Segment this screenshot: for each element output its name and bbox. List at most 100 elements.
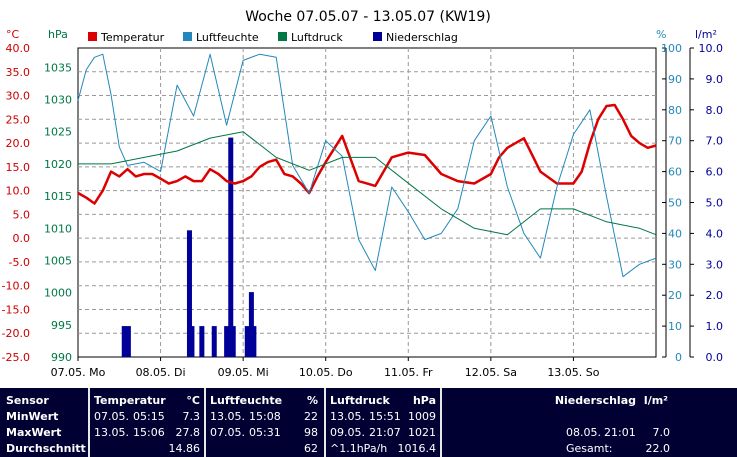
precipitation-bar [230,326,236,357]
plot-area [77,47,657,358]
statistics-panel: Sensor MinWert MaxWert Durchschnitt Temp… [0,388,737,457]
hum-max-value: 98 [304,426,318,439]
temp-tick-label: -10.0 [2,280,30,293]
pres-min-date: 13.05. [330,410,365,423]
temp-tick-label: -5.0 [9,256,30,269]
precipitation-bar [211,326,217,357]
panel-divider [88,388,90,457]
precip-tick-label: 10.0 [699,42,724,55]
legend-swatch-humidity [183,32,192,41]
pressure-tick-label: 990 [51,351,72,364]
hum-max-date: 07.05. [210,426,245,439]
temp-tick-label: 15.0 [6,161,31,174]
humidity-tick-label: 80 [668,104,682,117]
humidity-column: Luftfeuchte% 13.05. 15:08 22 07.05. 05:31 98… [208,388,322,457]
temperature-unit: °C [186,394,200,407]
chart-title: Woche 07.05.07 - 13.05.07 (KW19) [245,9,491,25]
axes: -25.0 -20.0 -15.0 -10.0 -5.0 0.0 5.0 10.0 15.0 20… [2,42,723,364]
humidity-tick-label: 60 [668,166,682,179]
legend-label-temperature: Temperatur [100,31,165,44]
unit-precip: l/m² [695,28,717,41]
x-tick-label: 09.05. Mi [218,366,269,379]
pres-trend: ^1.1hPa/h [330,442,388,455]
precipitation-bar [121,326,127,357]
temp-tick-label: -25.0 [2,351,30,364]
x-tick-label: 07.05. Mo [51,366,106,379]
x-tick-label: 11.05. Fr [384,366,433,379]
temp-tick-label: 5.0 [13,208,31,221]
legend-label-humidity: Luftfeuchte [196,31,259,44]
pres-min-value: 1009 [408,410,436,423]
legend-swatch-temperature [88,32,97,41]
pressure-tick-label: 1020 [44,158,72,171]
x-tick-label: 08.05. Di [136,366,186,379]
hum-max-time: 05:31 [249,426,281,439]
temp-tick-label: 20.0 [6,137,31,150]
temp-max-date: 13.05. [94,426,129,439]
humidity-tick-label: 100 [661,42,682,55]
x-axis-labels: 07.05. Mo 08.05. Di 09.05. Mi 10.05. Do 11.0… [51,357,600,379]
precip-tick-label: 5.0 [706,197,724,210]
temp-max-time: 15:06 [133,426,165,439]
precip-max-value: 7.0 [652,426,671,439]
pres-max-date: 09.05. [330,426,365,439]
pressure-column: Luftdruck hPa 13.05. 15:51 1009 09.05. 21:07… [328,388,440,457]
precip-max-time: 21:01 [604,426,636,439]
row-label-min: MinWert [6,410,59,423]
precip-tick-label: 9.0 [706,73,724,86]
pressure-tick-label: 995 [51,319,72,332]
precipitation-bar [244,326,250,357]
x-tick-label: 10.05. Do [299,366,353,379]
pres-avg-value: 1016.4 [397,442,437,455]
precip-tick-label: 8.0 [706,104,724,117]
temp-tick-label: -20.0 [2,327,30,340]
legend-label-pressure: Luftdruck [291,31,343,44]
grid [78,48,656,357]
pressure-tick-label: 1035 [44,61,72,74]
precipitation-bar [251,326,257,357]
pressure-header: Luftdruck [330,394,390,407]
panel-divider [440,388,442,457]
precipitation-bar [199,326,205,357]
sensor-column: Sensor MinWert MaxWert Durchschnitt [6,388,86,457]
temp-tick-label: 10.0 [6,185,31,198]
precipitation-bars [121,137,257,357]
humidity-header: Luftfeuchte [210,394,283,407]
x-tick-label: 12.05. Sa [465,366,517,379]
pres-min-time: 15:51 [369,410,401,423]
weather-chart: Woche 07.05.07 - 13.05.07 (KW19) °C hPa … [2,9,723,379]
temp-tick-label: 35.0 [6,66,31,79]
pressure-tick-label: 1010 [44,222,72,235]
humidity-tick-label: 10 [668,320,682,333]
unit-pressure: hPa [48,28,68,41]
temperature-column: Temperatur °C 07.05. 05:15 7.3 13.05. 15:06 2… [92,388,204,457]
temp-min-date: 07.05. [94,410,129,423]
precipitation-column: l/m² Niederschlag 08.05. 21:01 7.0 Gesamt: 2… [444,388,674,457]
x-tick-label: 13.05. So [547,366,599,379]
precip-unit: l/m² [643,394,668,407]
humidity-tick-label: 40 [668,227,682,240]
humidity-tick-label: 20 [668,289,682,302]
precipitation-bar [248,292,254,357]
series-line-pressure [78,131,657,236]
precipitation-header: Niederschlag [554,394,636,407]
precip-tick-label: 7.0 [706,135,724,148]
pressure-tick-label: 1025 [44,126,72,139]
humidity-tick-label: 0 [675,351,682,364]
unit-temp: °C [6,28,20,41]
temp-avg-value: 14.86 [168,442,201,455]
temp-min-value: 7.3 [182,410,201,423]
series-line-humidity [77,53,657,278]
temp-tick-label: 40.0 [6,42,31,55]
pres-max-value: 1021 [408,426,436,439]
temperature-header: Temperatur [94,394,166,407]
precip-total-value: 22.0 [645,442,671,455]
precipitation-bar [125,326,131,357]
precip-tick-label: 0.0 [706,351,724,364]
legend-swatch-pressure [278,32,287,41]
precipitation-bar [224,326,230,357]
row-label-max: MaxWert [6,426,62,439]
pressure-tick-label: 1030 [44,94,72,107]
humidity-unit: % [306,394,318,407]
hum-min-value: 22 [304,410,318,423]
